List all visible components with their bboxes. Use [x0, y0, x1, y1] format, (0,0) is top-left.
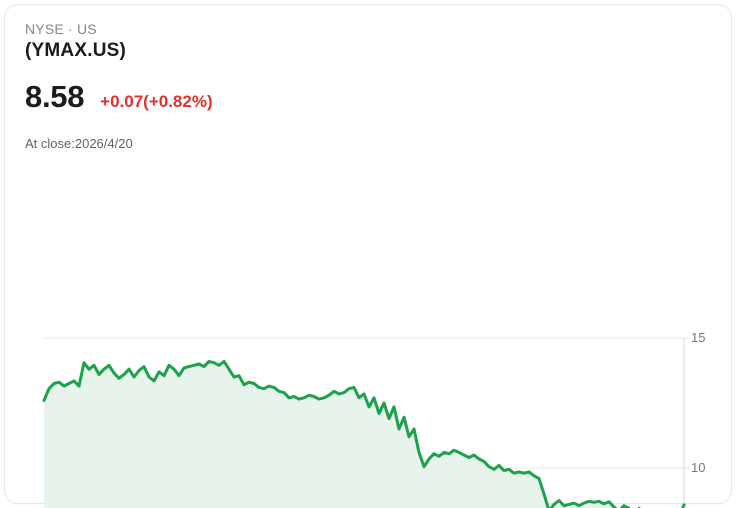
price-change: +0.07(+0.82%)	[100, 92, 213, 111]
quote-header: NYSE · US (YMAX.US)	[25, 21, 126, 62]
price-line	[42, 359, 686, 508]
symbol-title: (YMAX.US)	[25, 40, 127, 61]
price-area	[44, 361, 684, 508]
y-axis-tick-15: 15	[691, 330, 706, 345]
exchange-label: NYSE · US	[25, 21, 97, 37]
price-row: 8.58 +0.07(+0.82%)	[25, 79, 213, 115]
price-chart[interactable]: 15 10 5 04/22 07/03 09/15 11/24 02/06	[5, 165, 733, 508]
last-price: 8.58	[25, 79, 85, 114]
quote-card: NYSE · US (YMAX.US) 8.58 +0.07(+0.82%) A…	[4, 4, 733, 508]
price-chart-svg[interactable]	[42, 337, 690, 508]
y-axis-tick-10: 10	[691, 460, 706, 475]
close-info: At close:2026/4/20	[25, 136, 133, 151]
